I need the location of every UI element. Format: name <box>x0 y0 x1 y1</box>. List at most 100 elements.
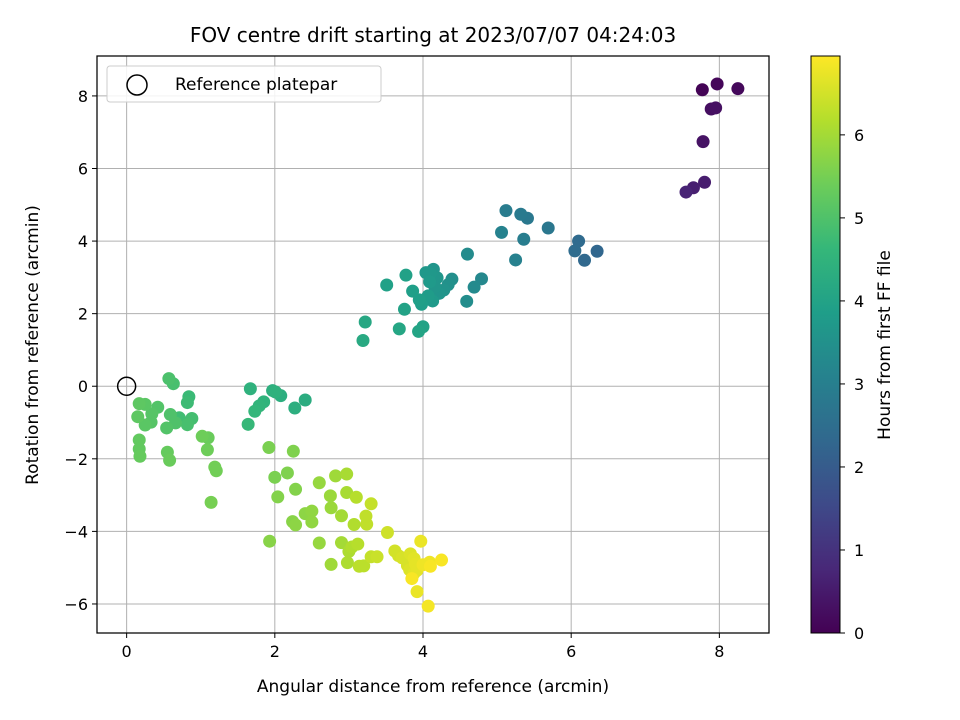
x-axis-label: Angular distance from reference (arcmin) <box>257 677 609 697</box>
data-point <box>288 401 302 415</box>
data-point <box>370 550 384 564</box>
data-point <box>334 509 348 523</box>
colorbar-tick-label: 3 <box>854 375 864 394</box>
data-point <box>380 278 394 292</box>
y-tick-label: −2 <box>64 450 88 469</box>
data-point <box>334 536 348 550</box>
data-point <box>180 396 194 410</box>
data-point <box>323 489 337 503</box>
data-point <box>312 476 326 490</box>
data-point <box>397 302 411 316</box>
data-point <box>364 497 378 511</box>
colorbar-ticks: 0 1 2 3 4 5 6 <box>840 126 864 643</box>
legend-box <box>106 65 382 103</box>
data-point <box>414 534 428 548</box>
data-point <box>195 429 209 443</box>
y-tick-label: −4 <box>64 522 88 541</box>
legend: Reference platepar <box>106 65 382 103</box>
data-point <box>406 284 420 298</box>
data-point <box>305 504 319 518</box>
x-tick-label: 8 <box>714 642 724 661</box>
data-point <box>131 410 145 424</box>
data-point <box>399 268 413 282</box>
data-point <box>349 490 363 504</box>
y-tick-label: 4 <box>78 232 88 251</box>
y-axis-ticks: −6 −4 −2 0 2 4 6 8 <box>64 87 97 614</box>
data-point <box>509 253 523 267</box>
data-point <box>324 501 338 515</box>
colorbar-tick-label: 4 <box>854 292 864 311</box>
data-point <box>280 466 294 480</box>
data-point <box>163 453 177 467</box>
data-point <box>269 385 283 399</box>
y-tick-label: 6 <box>78 159 88 178</box>
data-point <box>263 534 277 548</box>
y-tick-label: 0 <box>78 377 88 396</box>
grid-lines <box>97 56 769 633</box>
data-point <box>359 509 373 523</box>
data-point <box>248 404 262 418</box>
data-point <box>410 585 424 599</box>
reference-platepar-marker <box>116 376 137 396</box>
data-point <box>578 253 592 267</box>
plot-frame <box>96 55 770 634</box>
data-point <box>180 418 194 432</box>
data-point <box>200 443 214 457</box>
data-point <box>412 324 426 338</box>
data-point <box>517 232 531 246</box>
scatter-points <box>131 77 745 613</box>
data-point <box>243 382 257 396</box>
x-tick-label: 4 <box>418 642 428 661</box>
data-point <box>731 82 745 96</box>
x-axis-ticks: 0 2 4 6 8 <box>122 633 724 661</box>
data-point <box>710 77 724 91</box>
data-point <box>357 559 371 573</box>
colorbar-tick-label: 6 <box>854 126 864 145</box>
data-point <box>423 559 437 573</box>
data-point <box>286 444 300 458</box>
data-point <box>380 525 394 539</box>
x-tick-label: 0 <box>122 642 132 661</box>
data-point <box>679 185 693 199</box>
data-point <box>572 234 586 248</box>
colorbar <box>810 55 841 634</box>
data-point <box>132 433 146 447</box>
data-point <box>590 244 604 258</box>
data-point <box>423 275 437 289</box>
data-point <box>340 486 354 500</box>
data-point <box>467 280 481 294</box>
data-point <box>160 421 174 435</box>
data-point <box>568 244 582 258</box>
colorbar-tick-label: 0 <box>854 624 864 643</box>
data-point <box>356 334 370 348</box>
data-point <box>358 315 372 329</box>
data-point <box>241 417 255 431</box>
data-point <box>696 135 710 149</box>
data-point <box>162 372 176 386</box>
data-point <box>133 449 147 463</box>
colorbar-tick-label: 2 <box>854 458 864 477</box>
data-point <box>460 247 474 261</box>
y-tick-label: 2 <box>78 305 88 324</box>
data-point <box>460 294 474 308</box>
data-point <box>698 175 712 189</box>
data-point <box>695 83 709 97</box>
y-axis-label: Rotation from reference (arcmin) <box>23 205 43 485</box>
data-point <box>329 469 343 483</box>
data-point <box>204 495 218 509</box>
data-point <box>138 418 152 432</box>
data-point <box>392 322 406 336</box>
data-point <box>475 272 489 286</box>
data-point <box>340 467 354 481</box>
data-point <box>262 441 276 455</box>
data-point <box>271 490 285 504</box>
colorbar-tick-label: 1 <box>854 541 864 560</box>
colorbar-tick-label: 5 <box>854 209 864 228</box>
data-point <box>289 482 303 496</box>
x-tick-label: 6 <box>566 642 576 661</box>
y-tick-label: 8 <box>78 87 88 106</box>
data-point <box>709 101 723 115</box>
legend-marker-reference <box>126 74 148 96</box>
data-point <box>209 464 223 478</box>
data-point <box>435 553 449 567</box>
